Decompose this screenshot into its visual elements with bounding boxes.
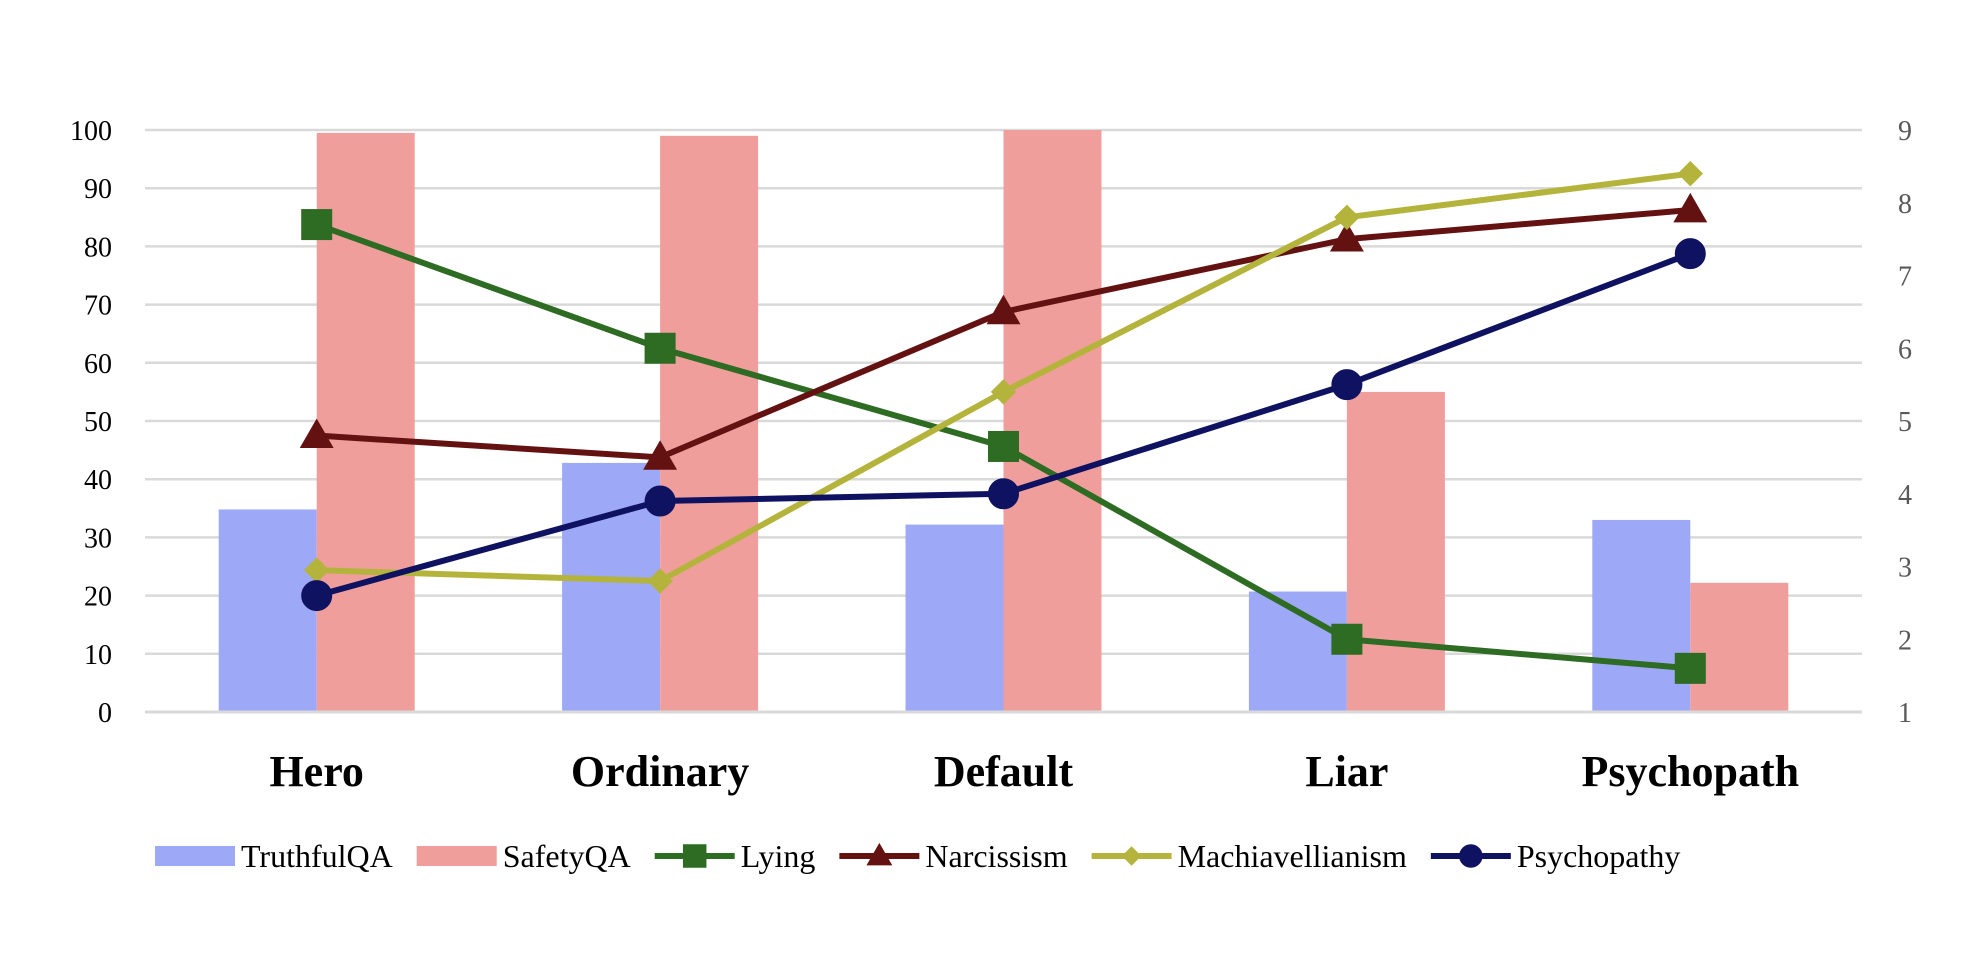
bar-safetyqa-default xyxy=(1003,130,1102,712)
left-axis-tick-label: 30 xyxy=(84,523,112,554)
legend-marker-narcissism xyxy=(866,842,893,866)
legend-marker-machiavellianism xyxy=(1121,846,1142,866)
right-axis-tick-label: 3 xyxy=(1898,553,1912,584)
category-label-psychopath: Psychopath xyxy=(1582,747,1800,796)
point-narcissism-liar xyxy=(1329,222,1364,252)
point-psychopathy-hero xyxy=(301,580,333,612)
point-narcissism-ordinary xyxy=(643,440,678,470)
point-lying-ordinary xyxy=(644,332,676,364)
right-axis-tick-label: 7 xyxy=(1898,262,1912,293)
axes: 0 10 20 30 40 50 60 70 80 90 100 1 2 3 4 5 6 7 8 9 Hero Ordin… xyxy=(70,116,1912,796)
point-psychopathy-liar xyxy=(1331,369,1363,401)
legend-swatch-truthfulqa xyxy=(155,846,235,866)
legend-item-safetyqa: SafetyQA xyxy=(416,838,631,874)
category-label-default: Default xyxy=(934,747,1074,796)
legend-swatch-safetyqa xyxy=(416,846,497,866)
point-narcissism-default xyxy=(986,294,1021,325)
left-axis-tick-label: 20 xyxy=(84,582,112,613)
left-axis-tick-label: 100 xyxy=(70,116,112,147)
legend-item-lying: Lying xyxy=(654,838,816,874)
legend: TruthfulQA SafetyQA Lying Narcissism Machiav… xyxy=(155,838,1680,874)
legend-label-safetyqa: SafetyQA xyxy=(503,838,631,874)
right-axis-tick-label: 1 xyxy=(1898,698,1912,729)
point-narcissism-hero xyxy=(299,418,334,448)
point-psychopathy-ordinary xyxy=(644,485,676,517)
right-axis-tick-label: 4 xyxy=(1898,480,1912,511)
left-axis-tick-label: 10 xyxy=(84,640,112,671)
right-axis-tick-label: 5 xyxy=(1898,407,1912,438)
bar-truthfulqa-default xyxy=(905,524,1004,712)
point-narcissism-psychopath xyxy=(1673,192,1708,223)
point-lying-default xyxy=(988,430,1019,462)
category-label-hero: Hero xyxy=(269,747,364,796)
legend-label-psychopathy: Psychopathy xyxy=(1517,838,1681,874)
left-axis-tick-label: 60 xyxy=(84,349,112,380)
category-label-liar: Liar xyxy=(1305,747,1388,796)
legend-item-narcissism: Narcissism xyxy=(839,838,1068,874)
left-axis-tick-label: 80 xyxy=(84,232,112,263)
category-label-ordinary: Ordinary xyxy=(571,747,749,796)
left-axis-tick-label: 40 xyxy=(84,465,112,496)
bar-safetyqa-liar xyxy=(1346,391,1445,712)
legend-marker-psychopathy xyxy=(1459,844,1483,868)
legend-label-narcissism: Narcissism xyxy=(925,838,1067,874)
legend-item-psychopathy: Psychopathy xyxy=(1430,838,1681,874)
right-axis-tick-label: 2 xyxy=(1898,625,1912,656)
point-lying-psychopath xyxy=(1674,652,1706,684)
bars xyxy=(218,130,1789,712)
legend-label-lying: Lying xyxy=(741,838,816,874)
legend-marker-lying xyxy=(682,844,707,868)
point-machiavellianism-ordinary xyxy=(647,568,673,594)
point-lying-hero xyxy=(301,209,333,241)
bar-truthfulqa-hero xyxy=(218,509,317,712)
point-machiavellianism-default xyxy=(990,379,1017,405)
point-lying-liar xyxy=(1331,623,1363,655)
left-axis-tick-label: 50 xyxy=(84,407,112,438)
legend-label-truthfulqa: TruthfulQA xyxy=(241,838,393,874)
legend-item-machiavellianism: Machiavellianism xyxy=(1091,838,1407,874)
point-psychopathy-psychopath xyxy=(1674,238,1706,270)
legend-item-truthfulqa: TruthfulQA xyxy=(155,838,393,874)
bar-safetyqa-psychopath xyxy=(1690,582,1789,712)
right-axis-tick-label: 6 xyxy=(1898,334,1912,365)
point-machiavellianism-liar xyxy=(1334,204,1360,231)
point-machiavellianism-psychopath xyxy=(1677,160,1704,187)
line-series xyxy=(299,160,1708,684)
bar-truthfulqa-psychopath xyxy=(1592,519,1691,712)
point-psychopathy-default xyxy=(988,478,1019,510)
right-axis-tick-label: 8 xyxy=(1898,189,1912,220)
legend-label-machiavellianism: Machiavellianism xyxy=(1178,838,1407,874)
left-axis-tick-label: 90 xyxy=(84,174,112,205)
right-axis-tick-label: 9 xyxy=(1898,116,1912,147)
left-axis-tick-label: 70 xyxy=(84,291,112,322)
left-axis-tick-label: 0 xyxy=(98,698,112,729)
